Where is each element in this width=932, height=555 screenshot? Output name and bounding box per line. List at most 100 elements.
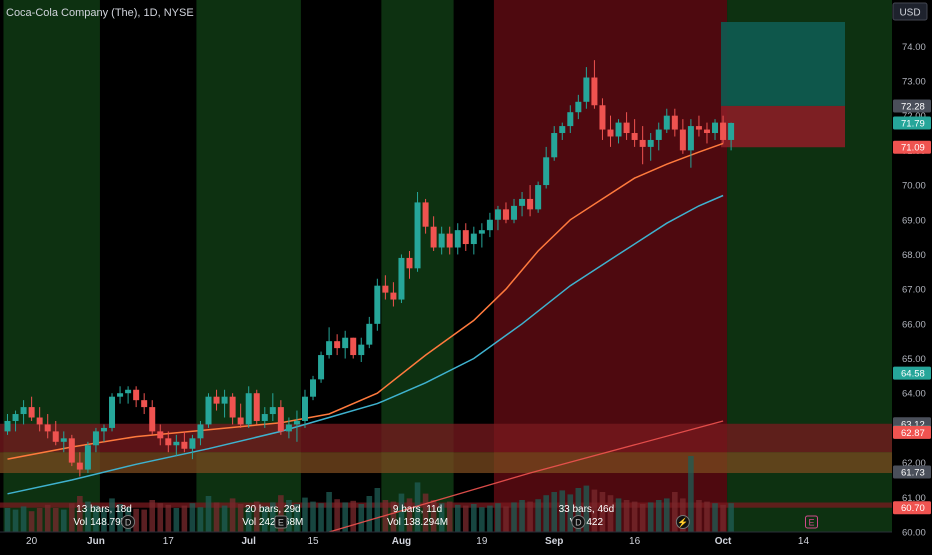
price-label-text: 72.28 xyxy=(901,101,925,112)
split-icon[interactable] xyxy=(675,515,690,529)
candle-body xyxy=(438,233,445,248)
candle-body xyxy=(703,129,710,134)
long-trend-line xyxy=(328,420,724,533)
volume-bar xyxy=(527,501,533,532)
volume-bar xyxy=(462,505,469,532)
candle-body xyxy=(422,202,429,227)
ma-slow-line xyxy=(7,194,724,495)
candle-body xyxy=(519,198,526,206)
volume-bar xyxy=(672,492,678,532)
volume-bar xyxy=(117,504,123,532)
volume-bar xyxy=(647,502,654,532)
position-stop-zone[interactable] xyxy=(721,105,845,148)
position-target-zone[interactable] xyxy=(721,22,845,106)
candle-body xyxy=(237,417,244,425)
volume-bar xyxy=(28,511,35,532)
price-label-badge xyxy=(893,99,931,113)
date-tick-label: Oct xyxy=(715,536,732,547)
earnings-icon-label: E xyxy=(278,518,284,528)
price-tick-label: 64.00 xyxy=(902,389,926,400)
price-tick-label: 61.00 xyxy=(902,493,926,504)
volume-bar xyxy=(639,504,646,532)
currency-button[interactable]: USD xyxy=(892,2,928,21)
volume-bar xyxy=(583,485,590,532)
candle-body xyxy=(109,396,116,428)
candle-body xyxy=(205,396,212,425)
candle-body xyxy=(430,226,437,248)
earnings-icon[interactable] xyxy=(274,515,288,529)
dividend-icon[interactable] xyxy=(571,515,586,529)
volume-bar xyxy=(157,503,164,532)
candle-body xyxy=(615,122,622,137)
candle-body xyxy=(100,427,107,432)
volume-bar xyxy=(535,499,541,532)
candle-body xyxy=(141,400,148,408)
volume-bar xyxy=(543,495,549,532)
candle-body xyxy=(12,414,19,421)
volume-bar xyxy=(221,505,228,532)
candle-body xyxy=(197,424,204,439)
candle-body xyxy=(478,230,485,234)
candle-body xyxy=(76,462,83,470)
price-tick-label: 67.00 xyxy=(902,285,926,296)
price-tick-label: 69.00 xyxy=(902,215,926,226)
event-markers[interactable]: D E D ⚡ E xyxy=(121,515,818,529)
candle-body xyxy=(213,396,220,404)
candle-body xyxy=(559,126,566,134)
volume-bar xyxy=(479,507,485,532)
price-tick-label: 70.00 xyxy=(902,181,926,192)
volume-bar xyxy=(559,490,566,532)
earnings-icon[interactable] xyxy=(805,515,818,529)
volume-bar xyxy=(366,496,373,532)
volume-bar xyxy=(487,505,493,532)
volume-bar xyxy=(688,456,694,532)
candle-body xyxy=(253,393,260,421)
candle-body xyxy=(310,379,317,397)
volume-bar xyxy=(173,508,180,532)
dividend-icon[interactable] xyxy=(121,515,136,529)
candle-body xyxy=(285,424,292,432)
candle-body xyxy=(535,185,542,210)
candle-body xyxy=(720,122,727,140)
price-axis[interactable]: 60.0061.0062.0063.0064.0065.0066.0067.00… xyxy=(892,0,932,550)
candle-body xyxy=(334,341,341,349)
candle-body xyxy=(277,407,284,432)
measure-volume-label: Vol 242.468M xyxy=(242,517,303,528)
measure-volume-label: Vol 148.795M xyxy=(73,517,134,528)
candle-body xyxy=(695,126,702,130)
price-band-orange xyxy=(0,452,892,474)
candle-body xyxy=(575,101,582,113)
volume-bar xyxy=(245,507,252,532)
candle-body xyxy=(221,396,228,404)
candle-body xyxy=(326,341,333,356)
long-position-tool[interactable] xyxy=(721,22,845,148)
candle-body xyxy=(358,344,365,356)
candle-body xyxy=(551,133,558,158)
date-tick-label: 16 xyxy=(629,536,641,547)
candle-body xyxy=(4,420,11,432)
volume-bar xyxy=(189,503,196,532)
candle-body xyxy=(527,198,534,210)
measure-volume-label: Vol 422 xyxy=(570,517,604,528)
volume-bar xyxy=(398,493,405,532)
time-axis[interactable]: 20 Jun 17 Jul 15 Aug 19 Sep 16 Oct 14 xyxy=(0,531,892,550)
volume-bar xyxy=(334,499,340,532)
volume-bar xyxy=(149,500,156,532)
volume-bar xyxy=(615,498,622,532)
price-label-badge xyxy=(893,465,931,479)
candle-body xyxy=(173,441,180,446)
volume-bar xyxy=(101,508,107,532)
volume-bar xyxy=(696,500,702,532)
earnings-icon-label: E xyxy=(808,518,814,528)
volume-bar xyxy=(12,509,19,532)
candle-body xyxy=(60,438,67,442)
volume-bar xyxy=(607,495,614,532)
volume-bar xyxy=(278,495,284,532)
volume-bar xyxy=(663,498,670,532)
candle-body xyxy=(599,105,606,130)
volume-bar xyxy=(52,508,59,532)
candle-body xyxy=(398,257,405,300)
candle-body xyxy=(687,126,694,151)
